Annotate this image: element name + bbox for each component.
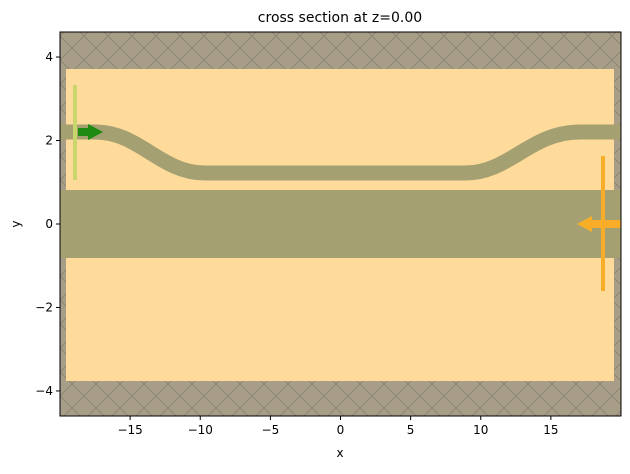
x-tick-label: −10 <box>188 423 213 437</box>
y-tick-label: 0 <box>45 217 53 231</box>
x-tick-label: −15 <box>117 423 142 437</box>
x-axis-label: x <box>336 446 343 460</box>
waveguide <box>60 190 621 258</box>
y-axis-label: y <box>9 220 23 227</box>
s-bend <box>60 124 621 181</box>
x-tick-label: 5 <box>407 423 415 437</box>
monitor-arrow <box>577 216 621 232</box>
y-tick-label: −2 <box>35 300 53 314</box>
y-tick-label: 2 <box>45 134 53 148</box>
x-tick-label: 0 <box>337 423 345 437</box>
x-tick-label: −5 <box>262 423 280 437</box>
chart-title: cross section at z=0.00 <box>258 10 422 26</box>
plot-area <box>59 31 622 417</box>
x-tick-label: 15 <box>543 423 558 437</box>
y-tick-label: 4 <box>45 50 53 64</box>
x-tick-label: 10 <box>473 423 488 437</box>
source-arrow <box>78 124 103 140</box>
y-tick-label: −4 <box>35 384 53 398</box>
